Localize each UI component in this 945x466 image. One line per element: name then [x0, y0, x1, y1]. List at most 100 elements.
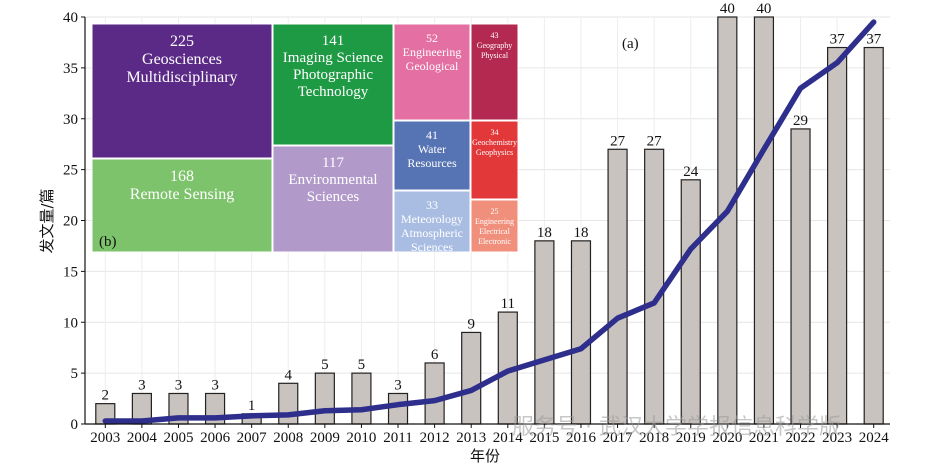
y-tick-label: 30 [63, 112, 78, 128]
bar [461, 331, 482, 425]
x-tick-label: 2023 [822, 430, 852, 446]
y-tick-label: 15 [63, 264, 78, 280]
bar [680, 179, 701, 425]
bar [827, 46, 848, 425]
x-tick-label: 2017 [603, 430, 634, 446]
treemap-tile-label: Photographic [293, 67, 373, 83]
treemap-tile-label: Multidisciplinary [126, 69, 237, 86]
treemap-tile-label: Sciences [411, 240, 453, 254]
treemap-tile [393, 190, 471, 253]
x-tick-label: 2011 [383, 430, 412, 446]
bar [790, 128, 811, 425]
treemap-tile-label: Water [418, 142, 446, 156]
x-tick-label: 2006 [200, 430, 231, 446]
x-tick-label: 2008 [273, 430, 303, 446]
treemap-tile-label: Geological [406, 59, 459, 73]
treemap-tile [470, 199, 519, 253]
bar-value-label: 11 [501, 296, 515, 312]
bar-value-label: 24 [683, 164, 699, 180]
bar-value-label: 3 [138, 377, 146, 393]
bar-value-label: 18 [537, 225, 552, 241]
y-tick-label: 25 [63, 163, 78, 179]
treemap-tile-label: Engineering [475, 217, 514, 226]
bar [607, 148, 628, 425]
x-tick-label: 2019 [676, 430, 706, 446]
treemap-tile-label: Meteorology [401, 212, 463, 226]
treemap-tile [470, 23, 519, 121]
x-tick-label: 2004 [127, 430, 158, 446]
x-tick-label: 2014 [493, 430, 524, 446]
treemap-tile [272, 145, 394, 253]
bar [314, 372, 335, 425]
treemap-tile [91, 158, 273, 253]
x-tick-label: 2022 [786, 430, 816, 446]
bar-value-label: 6 [431, 347, 439, 363]
bar-value-label: 9 [467, 316, 475, 332]
x-tick-label: 2003 [90, 430, 120, 446]
y-tick-label: 20 [63, 214, 78, 230]
bar-value-label: 40 [756, 1, 771, 17]
x-tick-label: 2012 [420, 430, 450, 446]
bar [863, 46, 884, 425]
treemap-tile-value: 25 [491, 207, 499, 216]
bar-value-label: 37 [830, 32, 846, 48]
x-tick-label: 2013 [456, 430, 486, 446]
treemap-tile-label: Sciences [307, 189, 360, 205]
treemap-tile-value: 141 [322, 33, 345, 49]
panel-label-b: (b) [99, 234, 117, 250]
x-tick-label: 2010 [346, 430, 376, 446]
treemap-tile [272, 23, 394, 146]
treemap-tile-label: Environmental [288, 172, 377, 188]
bar [387, 392, 409, 425]
bar-value-label: 1 [248, 398, 256, 414]
treemap-tile-value: 52 [426, 31, 438, 45]
bar-value-label: 3 [394, 377, 402, 393]
x-tick-label: 2024 [859, 430, 890, 446]
bar [534, 240, 555, 425]
x-tick-label: 2007 [237, 430, 268, 446]
x-tick-label: 2015 [529, 430, 559, 446]
x-tick-label: 2020 [712, 430, 742, 446]
bar-value-label: 3 [211, 377, 219, 393]
treemap-tile-label: Geography [477, 41, 513, 50]
bar [570, 240, 592, 425]
bar-value-label: 5 [358, 357, 366, 373]
bar-value-label: 37 [866, 32, 882, 48]
cumulative-line [102, 19, 877, 424]
bar-value-label: 4 [285, 367, 293, 383]
cumulative-line-series [102, 19, 877, 424]
treemap-tile-label: Resources [407, 156, 457, 170]
x-tick-label: 2009 [310, 430, 340, 446]
treemap-tile [393, 23, 471, 121]
bar [351, 372, 372, 425]
treemap-tile-value: 168 [170, 168, 194, 185]
bar [753, 16, 775, 425]
bar-value-label: 29 [793, 113, 808, 129]
y-tick-label: 35 [63, 61, 78, 77]
treemap-tile [393, 120, 471, 191]
y-tick-label: 5 [71, 366, 79, 382]
y-tick-label: 40 [63, 10, 78, 26]
watermark: 服务号 · 武汉大学学报信息科学版 [512, 415, 841, 440]
bar-value-label: 18 [573, 225, 588, 241]
treemap-tile-label: Geophysics [476, 148, 513, 157]
x-tick-label: 2016 [566, 430, 597, 446]
y-axis-label: 发文量/篇 [38, 188, 56, 253]
treemap-tile-label: Technology [298, 84, 369, 100]
bar-value-label: 3 [175, 377, 183, 393]
bar [644, 148, 665, 425]
treemap-tile [91, 23, 273, 159]
bar-value-label: 27 [610, 133, 626, 149]
treemap-tile-value: 43 [491, 31, 499, 40]
bar-value-label: 40 [720, 1, 735, 17]
treemap-tile-label: Geosciences [142, 51, 222, 68]
treemap-tile-label: Engineering [403, 45, 462, 59]
treemap-tile-value: 225 [170, 33, 194, 50]
bar [278, 382, 299, 425]
treemap-tile-label: Remote Sensing [130, 186, 234, 203]
y-tick-label: 0 [71, 417, 79, 433]
treemap-tile-value: 33 [426, 198, 438, 212]
